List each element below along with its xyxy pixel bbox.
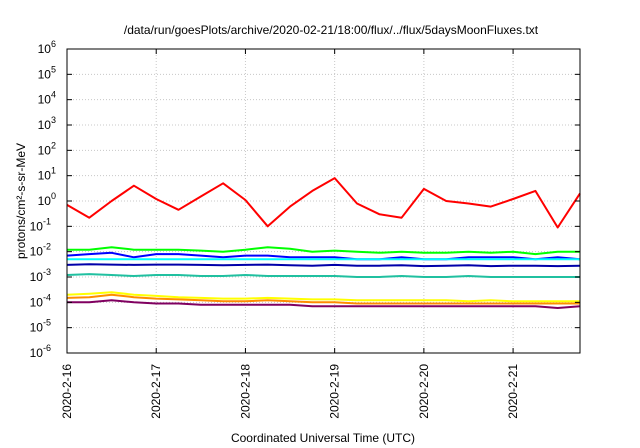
y-tick-label: 10-1 <box>30 216 51 233</box>
x-axis-label: Coordinated Universal Time (UTC) <box>231 431 415 445</box>
x-tick-label: 2020-2-18 <box>238 364 252 419</box>
y-axis-ticks: 10-6 10-5 10-4 10-3 10-2 10-1 100 101 102 103 104 1… <box>30 39 580 360</box>
y-tick-label: 105 <box>38 64 56 81</box>
x-axis-ticks: 2020-2-16 2020-2-17 2020-2-18 2020-2-19 2020… <box>60 49 520 419</box>
y-tick-label: 10-6 <box>30 343 51 360</box>
x-tick-label: 2020-2-20 <box>417 364 431 419</box>
series-line-7 <box>66 293 580 305</box>
y-tick-label: 102 <box>38 140 56 157</box>
series-line-5 <box>66 273 580 278</box>
x-tick-label: 2020-2-21 <box>506 364 520 419</box>
plot-frame <box>66 48 581 354</box>
series-line-2 <box>66 251 581 261</box>
x-tick-label: 2020-2-19 <box>328 364 342 419</box>
series-line-1 <box>67 246 580 256</box>
y-tick-label: 103 <box>38 115 56 132</box>
series-line-6 <box>66 291 580 303</box>
y-tick-label: 10-2 <box>30 242 51 259</box>
y-tick-label: 104 <box>38 90 56 107</box>
y-tick-label: 106 <box>38 39 56 56</box>
grid <box>67 49 580 353</box>
y-tick-label: 101 <box>38 166 56 183</box>
series-group <box>66 177 581 309</box>
y-tick-label: 100 <box>38 191 56 208</box>
x-tick-label: 2020-2-17 <box>149 364 163 419</box>
x-tick-label: 2020-2-16 <box>60 364 74 419</box>
y-tick-label: 10-4 <box>30 292 51 309</box>
series-line-8 <box>67 299 581 309</box>
y-tick-label: 10-3 <box>30 267 51 284</box>
y-tick-label: 10-5 <box>30 318 51 335</box>
y-axis-label: protons/cm²-s-sr-MeV <box>14 143 28 259</box>
series-line-4 <box>66 263 581 268</box>
chart-title: /data/run/goesPlots/archive/2020-02-21/1… <box>124 23 539 37</box>
series-line-0 <box>66 177 581 229</box>
